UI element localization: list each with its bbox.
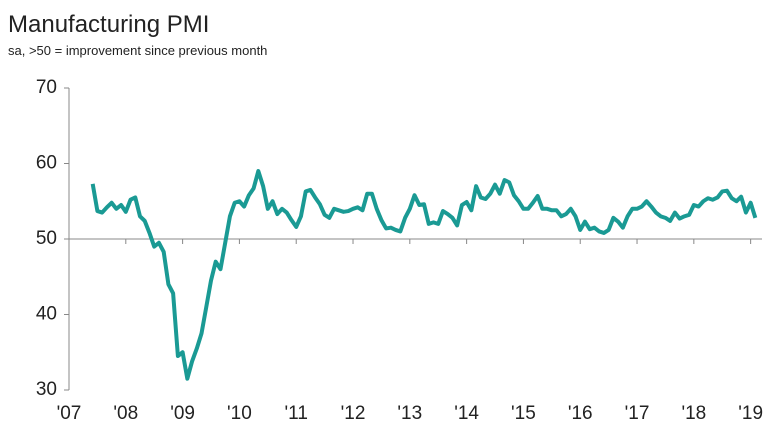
y-tick-label: 60 bbox=[36, 153, 57, 174]
x-tick-label: '16 bbox=[568, 403, 593, 424]
x-tick-label: '18 bbox=[681, 403, 706, 424]
data-line bbox=[90, 169, 758, 381]
x-tick-label: '13 bbox=[397, 403, 422, 424]
x-tick-label: '15 bbox=[511, 403, 536, 424]
x-tick-label: '08 bbox=[113, 403, 138, 424]
chart-subtitle: sa, >50 = improvement since previous mon… bbox=[8, 43, 267, 58]
x-tick-label: '09 bbox=[170, 403, 195, 424]
x-tick-label: '17 bbox=[625, 403, 650, 424]
x-tick-label: '10 bbox=[227, 403, 252, 424]
x-tick-label: '19 bbox=[738, 403, 763, 424]
y-tick-label: 70 bbox=[36, 77, 57, 98]
y-tick-label: 50 bbox=[36, 228, 57, 249]
x-tick-label: '14 bbox=[454, 403, 479, 424]
x-tick-label: '11 bbox=[285, 403, 308, 424]
x-tick-label: '12 bbox=[341, 403, 366, 424]
chart-title: Manufacturing PMI bbox=[8, 11, 209, 38]
y-tick-label: 30 bbox=[36, 379, 57, 400]
y-tick-label: 40 bbox=[36, 304, 57, 325]
x-tick-label: '07 bbox=[57, 403, 82, 424]
